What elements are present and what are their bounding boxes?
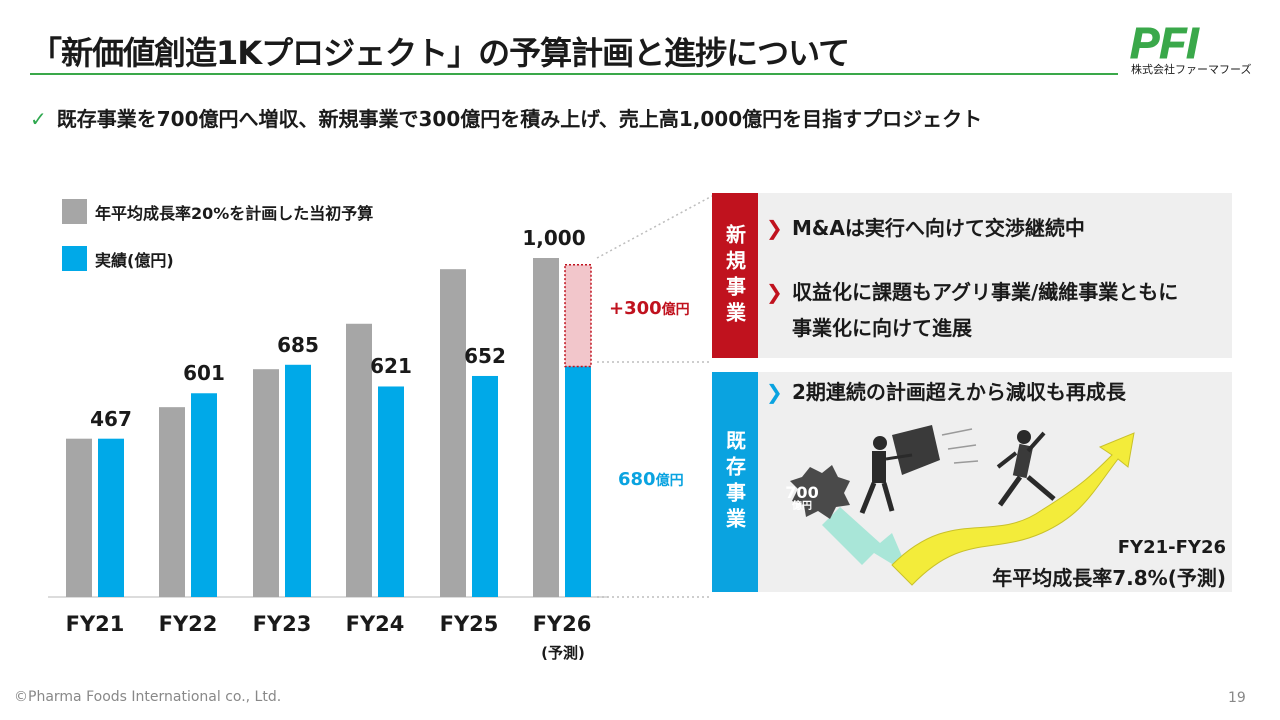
legend-actual: 実績(億円) (62, 246, 174, 271)
category-label-fy22: FY22 (158, 612, 218, 636)
existing-unit: 億円 (655, 473, 684, 489)
existing-value: 680 (618, 469, 656, 490)
value-label-fy22: 601 (183, 361, 225, 386)
page-title: 「新価値創造1Kプロジェクト」の予算計画と進捗について (30, 34, 850, 72)
new-business-bullet-2: ❯ 収益化に課題もアグリ事業/繊維事業ともに (766, 274, 1178, 310)
existing-business-text: 2期連続の計画超えから減収も再成長 (792, 380, 1126, 404)
bar-budget-fy21 (66, 438, 92, 597)
struggling-person-icon (859, 425, 940, 514)
target-badge: 700 億円 (779, 485, 825, 513)
decline-arrow-icon (822, 507, 910, 575)
bar-budget-fy22 (159, 407, 185, 597)
connector-top (596, 195, 713, 259)
new-business-tag: 新規事業 (712, 193, 758, 358)
badge-burst-icon (790, 465, 850, 519)
category-label-fy23: FY23 (252, 612, 312, 636)
category-label-fy25: FY25 (439, 612, 499, 636)
bar-actual-fy24 (378, 386, 404, 597)
legend-swatch-budget (62, 199, 87, 224)
check-icon: ✓ (30, 107, 47, 131)
bar-new-business-fy26 (564, 264, 592, 368)
umbrella-icon (892, 425, 940, 475)
value-label-fy25: 652 (464, 343, 506, 368)
existing-business-tag: 既存事業 (712, 372, 758, 592)
fy26-forecast-note: (予測) (541, 644, 585, 662)
legend-budget: 年平均成長率20%を計画した当初予算 (62, 199, 373, 224)
regrowth-illustration (790, 425, 1135, 586)
growth-rate-label: 年平均成長率7.8%(予測) (992, 566, 1226, 590)
value-label-fy26: 1,000 (522, 226, 586, 250)
value-label-fy24: 621 (370, 354, 412, 379)
copyright: ©Pharma Foods International co., Ltd. (14, 689, 282, 705)
category-label-fy26: FY26 (532, 612, 592, 636)
chevron-right-icon: ❯ (766, 380, 783, 404)
value-label-fy21: 467 (90, 406, 132, 431)
legend-label-budget: 年平均成長率20%を計画した当初予算 (95, 203, 374, 223)
chevron-right-icon: ❯ (766, 216, 783, 240)
bar-actual-fy23 (285, 364, 311, 597)
legend-label-actual: 実績(億円) (95, 250, 174, 270)
company-logo: PFI (1130, 19, 1200, 69)
badge-unit: 億円 (792, 501, 812, 512)
running-person-icon (996, 430, 1056, 507)
new-business-increment: +300億円 (609, 298, 690, 319)
new-business-text-2: 収益化に課題もアグリ事業/繊維事業ともに (792, 280, 1179, 304)
logo-subtext: 株式会社ファーマフーズ (1131, 63, 1252, 76)
value-label-fy23: 685 (277, 332, 319, 357)
legend-swatch-actual (62, 246, 87, 271)
bar-actual-fy22 (191, 393, 217, 597)
bar-budget-fy24 (346, 323, 372, 597)
logo-text: PFI (1130, 19, 1199, 68)
new-business-text-1: M&Aは実行へ向けて交渉継続中 (792, 216, 1085, 240)
existing-business-bullet: ❯ 2期連続の計画超えから減収も再成長 (766, 374, 1126, 410)
bar-actual-fy26 (565, 366, 591, 597)
title-underline (30, 73, 1118, 75)
bar-budget-fy25 (440, 269, 466, 597)
period-label: FY21-FY26 (1117, 537, 1226, 558)
category-label-fy24: FY24 (345, 612, 405, 636)
increment-value: +300 (609, 298, 662, 319)
new-business-text-3: 事業化に向けて進展 (792, 316, 972, 340)
increment-unit: 億円 (661, 302, 690, 318)
category-label-fy21: FY21 (65, 612, 125, 636)
new-business-panel (712, 193, 1232, 358)
page-number: 19 (1228, 690, 1246, 706)
bar-budget-fy23 (253, 369, 279, 597)
bar-budget-fy26 (533, 258, 559, 597)
badge-value: 700 (785, 483, 819, 502)
subtitle: ✓ 既存事業を700億円へ増収、新規事業で300億円を積み上げ、売上高1,000億… (30, 103, 982, 132)
bar-actual-fy25 (472, 375, 498, 597)
new-business-bullet-1: ❯ M&Aは実行へ向けて交渉継続中 (766, 210, 1085, 246)
bar-actual-fy21 (98, 438, 124, 597)
wind-lines-icon (941, 428, 979, 464)
subtitle-text: 既存事業を700億円へ増収、新規事業で300億円を積み上げ、売上高1,000億円… (56, 107, 983, 131)
chevron-right-icon: ❯ (766, 280, 783, 304)
growth-arrow-icon (891, 432, 1135, 586)
existing-business-amount: 680億円 (618, 469, 684, 490)
